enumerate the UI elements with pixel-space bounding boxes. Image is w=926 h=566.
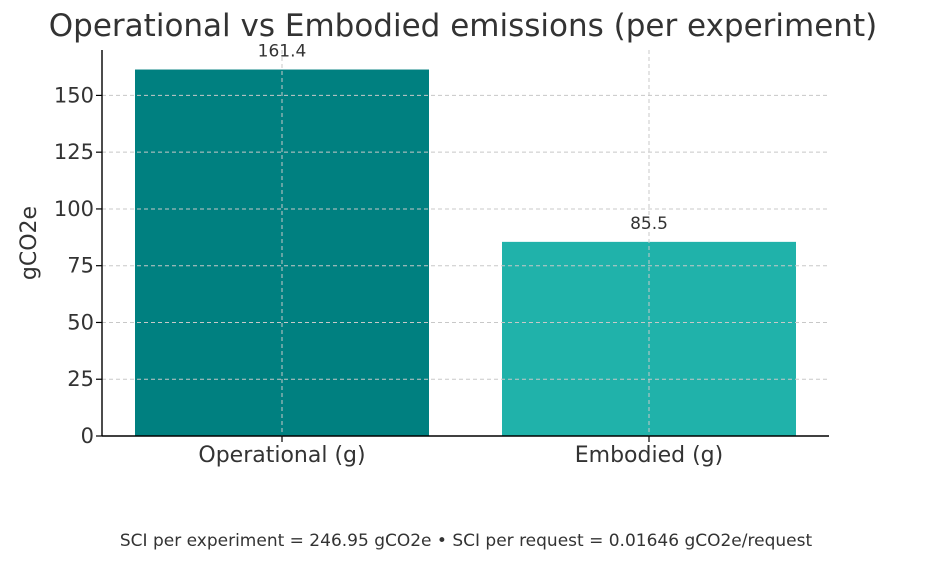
y-tick-label-1: 25 (67, 367, 94, 391)
x-tick-label-0: Operational (g) (198, 443, 365, 468)
y-tick-label-2: 50 (67, 310, 94, 334)
y-tick-label-0: 0 (81, 424, 94, 448)
y-tick-label-4: 100 (54, 197, 94, 221)
y-tick-label-5: 125 (54, 140, 94, 164)
y-tick-label-6: 150 (54, 83, 94, 107)
chart-title: Operational vs Embodied emissions (per e… (48, 8, 878, 44)
data-label-0: 161.4 (258, 42, 307, 62)
x-tick-label-1: Embodied (g) (575, 443, 723, 468)
data-label-1: 85.5 (630, 214, 668, 234)
y-tick-label-3: 75 (67, 254, 94, 278)
sci-footnote: SCI per experiment = 246.95 gCO2e • SCI … (119, 531, 813, 551)
y-axis-label: gCO2e (17, 206, 42, 280)
